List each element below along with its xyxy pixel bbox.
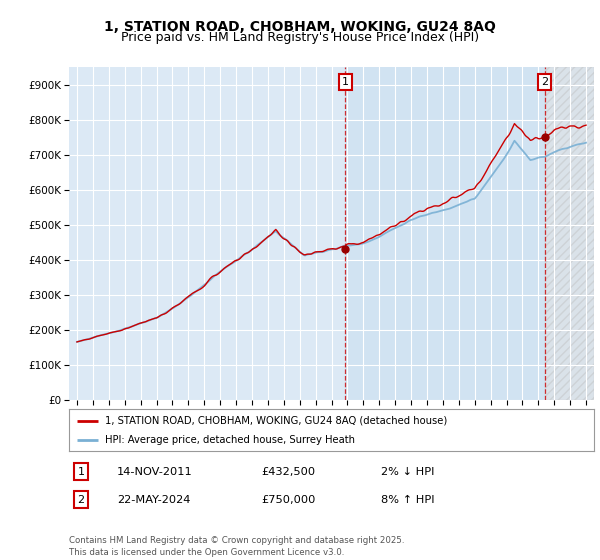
Bar: [545, 67, 594, 400]
Text: 1: 1: [77, 466, 85, 477]
Bar: [346, 67, 545, 400]
Text: 2: 2: [77, 494, 85, 505]
Text: 1, STATION ROAD, CHOBHAM, WOKING, GU24 8AQ (detached house): 1, STATION ROAD, CHOBHAM, WOKING, GU24 8…: [105, 416, 447, 426]
Text: 2: 2: [541, 77, 548, 87]
Text: HPI: Average price, detached house, Surrey Heath: HPI: Average price, detached house, Surr…: [105, 435, 355, 445]
Text: 1, STATION ROAD, CHOBHAM, WOKING, GU24 8AQ: 1, STATION ROAD, CHOBHAM, WOKING, GU24 8…: [104, 20, 496, 34]
Text: 8% ↑ HPI: 8% ↑ HPI: [381, 494, 434, 505]
Text: Contains HM Land Registry data © Crown copyright and database right 2025.
This d: Contains HM Land Registry data © Crown c…: [69, 536, 404, 557]
Text: 14-NOV-2011: 14-NOV-2011: [117, 466, 193, 477]
Text: 22-MAY-2024: 22-MAY-2024: [117, 494, 190, 505]
Text: 1: 1: [342, 77, 349, 87]
Text: Price paid vs. HM Land Registry's House Price Index (HPI): Price paid vs. HM Land Registry's House …: [121, 31, 479, 44]
Text: £432,500: £432,500: [261, 466, 315, 477]
Text: £750,000: £750,000: [261, 494, 316, 505]
Text: 2% ↓ HPI: 2% ↓ HPI: [381, 466, 434, 477]
